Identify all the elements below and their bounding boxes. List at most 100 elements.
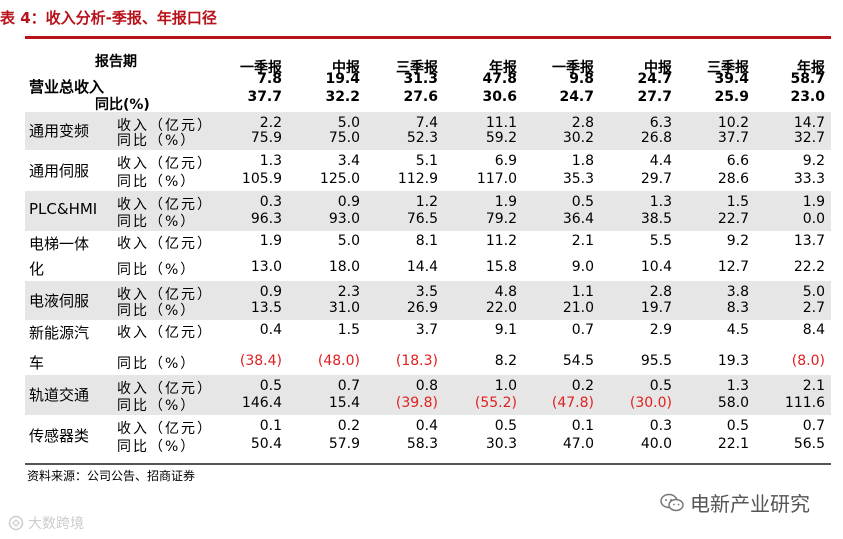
revenue-cell: 3.8: [726, 284, 749, 300]
yoy-cell: 37.7: [717, 130, 749, 146]
revenue-cell: 1.3: [726, 378, 749, 394]
revenue-cell: 2.8: [571, 115, 594, 131]
yoy-cell: 13.5: [250, 300, 282, 316]
segment-row: 轨道交通 收入（亿元） 同比（%） 0.5 0.7 0.8 1.0 0.2 0.5 1.3 2.1 1…: [25, 375, 831, 415]
column-header: 三季报: [707, 60, 749, 76]
table-title: 表 4：收入分析-季报、年报口径: [0, 9, 217, 27]
column-header: 年报: [797, 60, 825, 76]
revenue-cell: 5.0: [337, 233, 360, 249]
yoy-cell: 10.4: [640, 259, 672, 275]
revenue-label: 收入（亿元）: [117, 236, 213, 252]
yoy-cell: (18.3): [395, 353, 438, 369]
segment-row: 电梯一体化 收入（亿元） 同比（%） 1.9 5.0 8.1 11.2 2.1 5.5 9.2 13…: [25, 231, 831, 281]
revenue-cell: 3.4: [337, 153, 360, 169]
summary-yoy-cell: 24.7: [559, 89, 594, 105]
yoy-cell: 125.0: [319, 171, 360, 187]
revenue-cell: 3.7: [415, 322, 438, 338]
yoy-cell: 30.2: [562, 130, 594, 146]
yoy-cell: 57.9: [328, 436, 360, 452]
revenue-cell: 2.8: [649, 284, 672, 300]
yoy-label: 同比（%）: [117, 356, 197, 372]
yoy-cell: 79.2: [485, 211, 517, 227]
revenue-cell: 0.7: [571, 322, 594, 338]
watermark: 大数跨境: [8, 513, 84, 533]
yoy-cell: 18.0: [328, 259, 360, 275]
revenue-cell: 0.5: [494, 418, 517, 434]
segment-row: 通用变频 收入（亿元） 同比（%） 2.2 5.0 7.4 11.1 2.8 6.3 10.2 14…: [25, 112, 831, 150]
bottom-rule: [25, 463, 831, 465]
revenue-label: 收入（亿元）: [117, 325, 213, 341]
revenue-cell: 9.2: [726, 233, 749, 249]
yoy-cell: 76.5: [406, 211, 438, 227]
watermark-text: 大数跨境: [28, 516, 84, 532]
revenue-cell: 1.2: [415, 194, 438, 210]
column-header: 一季报: [240, 60, 282, 76]
yoy-cell: 75.0: [328, 130, 360, 146]
revenue-cell: 4.5: [726, 322, 749, 338]
yoy-cell: 21.0: [562, 300, 594, 316]
wechat-brand: 电新产业研究: [660, 488, 810, 517]
revenue-cell: 1.9: [494, 194, 517, 210]
revenue-cell: 0.3: [649, 418, 672, 434]
revenue-cell: 1.5: [726, 194, 749, 210]
yoy-cell: 58.3: [406, 436, 438, 452]
revenue-cell: 1.3: [259, 153, 282, 169]
summary-revenue-cell: 19.4: [325, 71, 360, 87]
yoy-cell: 22.7: [717, 211, 749, 227]
yoy-label: 同比（%）: [117, 262, 197, 278]
column-header: 中报: [332, 60, 360, 76]
yoy-cell: 75.9: [250, 130, 282, 146]
revenue-table: 报告期 一季报 中报 三季报 年报 一季报 中报 三季报 年报 营业总收入 同比(%) 7.8 19…: [25, 40, 831, 456]
yoy-cell: 0.0: [802, 211, 825, 227]
summary-revenue-cell: 39.4: [714, 71, 749, 87]
summary-revenue-cell: 24.7: [637, 71, 672, 87]
revenue-cell: 1.1: [571, 284, 594, 300]
revenue-cell: 0.2: [337, 418, 360, 434]
yoy-label: 同比（%）: [117, 214, 197, 230]
revenue-cell: 4.4: [649, 153, 672, 169]
yoy-cell: 36.4: [562, 211, 594, 227]
revenue-cell: 6.9: [494, 153, 517, 169]
yoy-label: 同比（%）: [117, 303, 197, 319]
summary-revenue-cell: 58.7: [790, 71, 825, 87]
yoy-cell: (55.2): [474, 395, 517, 411]
segment-name: 电梯一体: [29, 235, 90, 253]
yoy-cell: 26.8: [640, 130, 672, 146]
yoy-cell: 22.1: [717, 436, 749, 452]
summary-label: 营业总收入: [29, 78, 105, 96]
revenue-label: 收入（亿元）: [117, 381, 213, 397]
summary-yoy-cell: 30.6: [482, 89, 517, 105]
revenue-cell: 5.0: [802, 284, 825, 300]
summary-yoy-cell: 23.0: [790, 89, 825, 105]
revenue-cell: 1.8: [571, 153, 594, 169]
revenue-cell: 0.4: [415, 418, 438, 434]
segment-name: 电液伺服: [29, 292, 90, 310]
summary-row: 营业总收入 同比(%) 7.8 19.4 31.3 47.8 9.8 24.7 39.4 58.7…: [25, 71, 831, 113]
yoy-cell: 93.0: [328, 211, 360, 227]
revenue-cell: 5.0: [337, 115, 360, 131]
revenue-label: 收入（亿元）: [117, 197, 213, 213]
revenue-cell: 9.1: [494, 322, 517, 338]
yoy-cell: 105.9: [241, 171, 282, 187]
revenue-cell: 1.9: [259, 233, 282, 249]
revenue-cell: 10.2: [717, 115, 749, 131]
revenue-cell: 8.4: [802, 322, 825, 338]
yoy-cell: 50.4: [250, 436, 282, 452]
yoy-cell: 8.2: [494, 353, 517, 369]
yoy-cell: (47.8): [551, 395, 594, 411]
revenue-cell: 5.5: [649, 233, 672, 249]
revenue-cell: 2.1: [802, 378, 825, 394]
yoy-cell: 47.0: [562, 436, 594, 452]
yoy-cell: 59.2: [485, 130, 517, 146]
revenue-cell: 0.4: [259, 322, 282, 338]
yoy-cell: (8.0): [791, 353, 825, 369]
summary-yoy-cell: 27.6: [403, 89, 438, 105]
segment-name: 通用伺服: [29, 162, 90, 180]
yoy-cell: 8.3: [726, 300, 749, 316]
revenue-cell: 0.5: [649, 378, 672, 394]
revenue-label: 收入（亿元）: [117, 287, 213, 303]
segment-row: 传感器类 收入（亿元） 同比（%） 0.1 0.2 0.4 0.5 0.1 0.3 0.5 0.7 5…: [25, 415, 831, 456]
revenue-cell: 11.2: [485, 233, 517, 249]
revenue-cell: 1.5: [337, 322, 360, 338]
column-header: 一季报: [552, 60, 594, 76]
